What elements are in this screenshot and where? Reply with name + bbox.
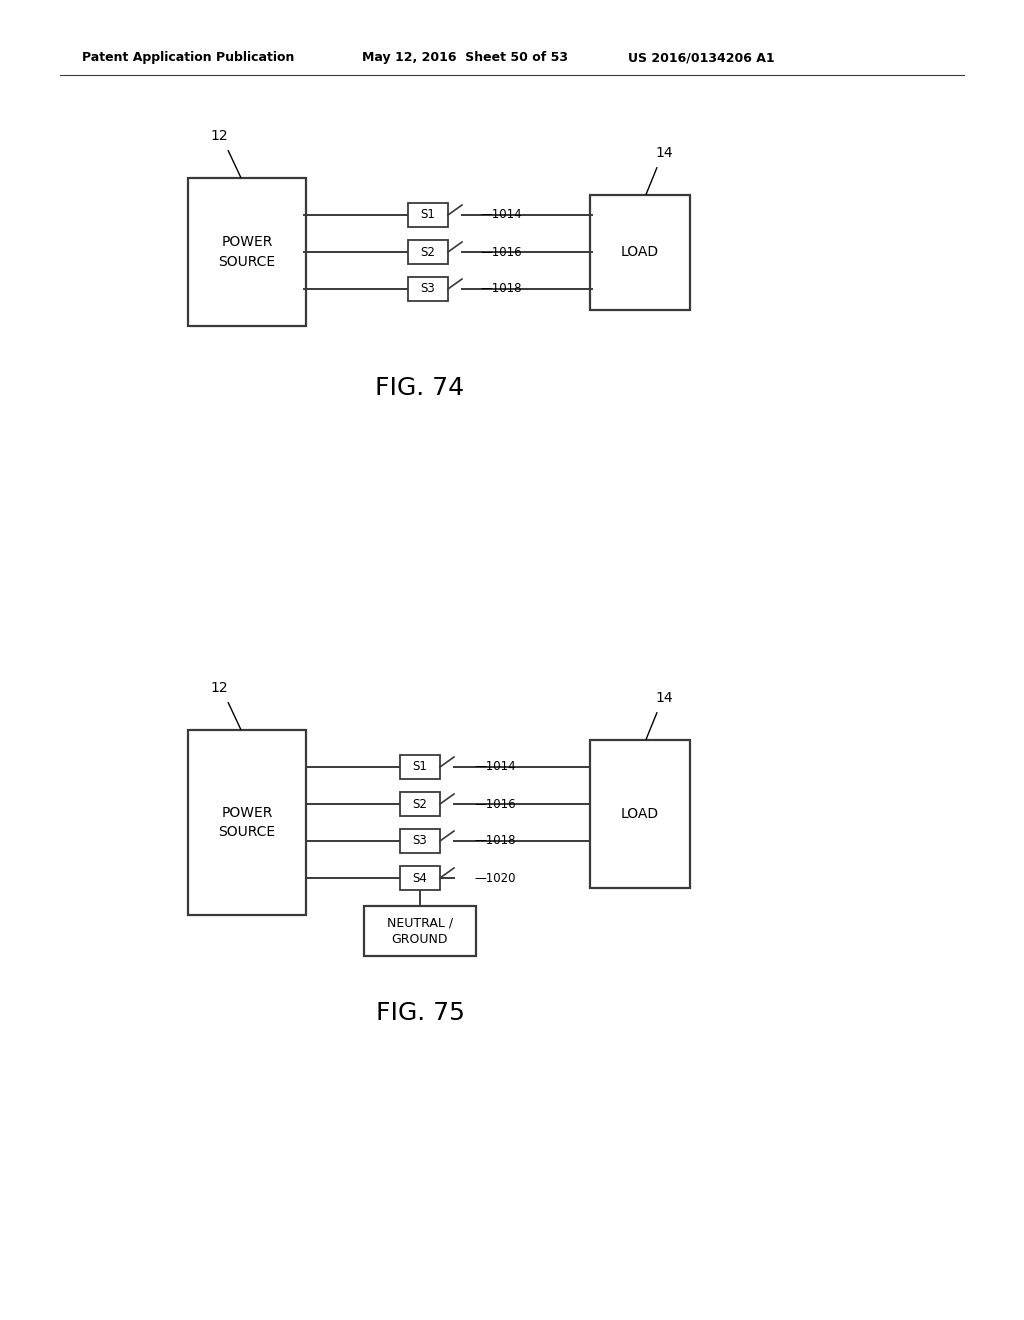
Text: FIG. 75: FIG. 75 — [376, 1001, 465, 1026]
Text: 14: 14 — [655, 690, 673, 705]
Bar — [408, 240, 449, 264]
Bar — [364, 906, 476, 956]
Bar — [400, 829, 440, 853]
Text: Patent Application Publication: Patent Application Publication — [82, 51, 294, 65]
Text: S1: S1 — [421, 209, 435, 222]
Text: —1018: —1018 — [480, 282, 521, 296]
Text: S2: S2 — [421, 246, 435, 259]
Bar — [408, 277, 449, 301]
Text: —1018: —1018 — [474, 834, 515, 847]
Text: S1: S1 — [413, 760, 427, 774]
Bar — [188, 178, 306, 326]
Text: US 2016/0134206 A1: US 2016/0134206 A1 — [628, 51, 774, 65]
Text: May 12, 2016  Sheet 50 of 53: May 12, 2016 Sheet 50 of 53 — [362, 51, 568, 65]
Bar — [400, 792, 440, 816]
Text: 12: 12 — [210, 129, 227, 143]
Text: —1016: —1016 — [480, 246, 521, 259]
Text: POWER
SOURCE: POWER SOURCE — [218, 805, 275, 840]
Text: POWER
SOURCE: POWER SOURCE — [218, 235, 275, 269]
Text: FIG. 74: FIG. 74 — [376, 376, 465, 400]
Text: —1016: —1016 — [474, 797, 516, 810]
Bar — [590, 195, 690, 310]
Bar — [188, 730, 306, 915]
Text: 12: 12 — [210, 681, 227, 696]
Text: LOAD: LOAD — [621, 246, 659, 260]
Bar — [400, 866, 440, 890]
Text: S4: S4 — [413, 871, 427, 884]
Text: —1020: —1020 — [474, 871, 515, 884]
Bar — [590, 741, 690, 888]
Text: LOAD: LOAD — [621, 807, 659, 821]
Bar — [408, 203, 449, 227]
Bar — [400, 755, 440, 779]
Text: S3: S3 — [413, 834, 427, 847]
Text: —1014: —1014 — [474, 760, 516, 774]
Text: S2: S2 — [413, 797, 427, 810]
Text: NEUTRAL /
GROUND: NEUTRAL / GROUND — [387, 916, 453, 946]
Text: 14: 14 — [655, 147, 673, 160]
Text: S3: S3 — [421, 282, 435, 296]
Text: —1014: —1014 — [480, 209, 521, 222]
